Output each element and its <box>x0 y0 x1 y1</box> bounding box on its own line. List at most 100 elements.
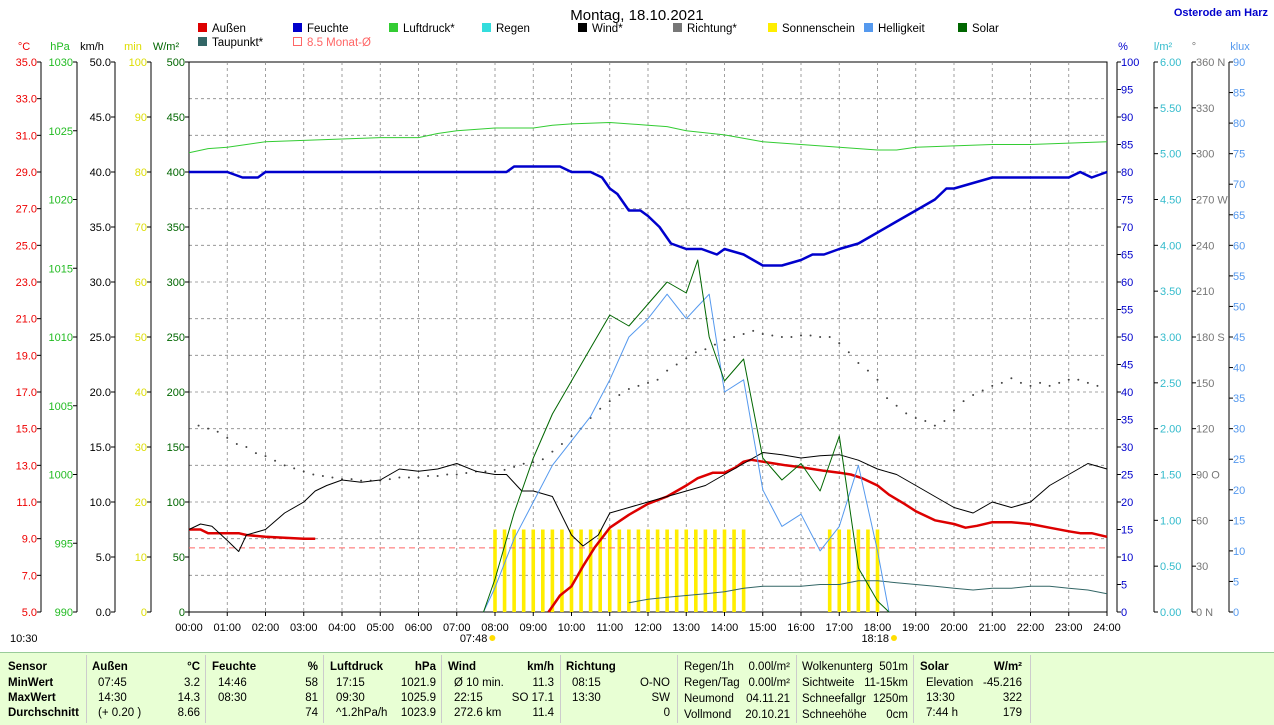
chart-plot <box>188 122 1108 613</box>
footer-value: 11.3 <box>532 677 554 689</box>
footer-value: 1021.9 <box>400 677 436 689</box>
sunshine-bar <box>732 529 736 612</box>
direction-dot <box>1039 381 1042 384</box>
x-tick-label: 20:00 <box>940 622 968 634</box>
klux-tick-label: 0 <box>1233 607 1239 619</box>
direction-dot <box>742 332 745 335</box>
percent-tick-label: 85 <box>1121 140 1133 152</box>
direction-dot <box>560 442 563 445</box>
moon-icon <box>40 636 48 640</box>
celsius-tick-label: 15.0 <box>16 424 37 436</box>
direction-dot <box>264 455 267 458</box>
celsius-tick-label: 23.0 <box>16 277 37 289</box>
footer-value: SW <box>651 692 670 704</box>
direction-dot <box>656 378 659 381</box>
footer-value: 501m <box>879 661 908 673</box>
sunshine-bar <box>588 529 593 612</box>
direction-dot <box>895 404 898 407</box>
direction-dot <box>704 348 707 351</box>
percent-tick-label: 15 <box>1121 525 1133 537</box>
sunshine-bar <box>856 529 861 612</box>
percent-tick-label: 90 <box>1121 112 1133 124</box>
percent-tick-label: 20 <box>1121 497 1133 509</box>
hpa-tick-label: 1010 <box>49 332 73 344</box>
footer-unit: W/m² <box>993 661 1022 673</box>
series-line-helligkeit <box>483 293 890 613</box>
lm2-tick-label: 0.00 <box>1160 607 1181 619</box>
wm2-tick-label: 100 <box>167 497 185 509</box>
sunshine-bar <box>837 529 842 612</box>
footer-header: Solar <box>920 661 949 673</box>
celsius-tick-label: 33.0 <box>16 94 37 106</box>
sunshine-bar <box>703 529 708 612</box>
sunshine-bar <box>866 529 870 612</box>
klux-tick-label: 5 <box>1233 576 1239 588</box>
direction-dot <box>752 329 755 332</box>
hpa-tick-label: 1015 <box>49 263 73 275</box>
sunshine-bar <box>607 529 612 612</box>
klux-tick-label: 60 <box>1233 240 1245 252</box>
x-tick-label: 22:00 <box>1017 622 1045 634</box>
footer-value: 179 <box>1002 707 1022 719</box>
footer-time: 13:30 <box>572 692 601 704</box>
lm2-tick-label: 3.50 <box>1160 286 1181 298</box>
percent-tick-label: 65 <box>1121 250 1133 262</box>
direction-dot <box>312 473 315 476</box>
direction-dot <box>551 450 554 453</box>
deg-tick-label: 30 <box>1196 561 1208 573</box>
legend-label: Wind* <box>592 23 623 35</box>
direction-dot <box>981 389 984 392</box>
percent-axis-unit: % <box>1118 41 1128 53</box>
x-tick-label: 00:00 <box>175 622 203 634</box>
direction-dot <box>886 397 889 400</box>
footer-time: 07:45 <box>98 677 127 689</box>
direction-dot <box>513 465 516 468</box>
legend-swatch <box>293 23 302 32</box>
direction-dot <box>1029 384 1032 387</box>
klux-tick-label: 15 <box>1233 515 1245 527</box>
direction-dot <box>694 351 697 354</box>
legend-swatch <box>293 37 302 46</box>
direction-dot <box>293 467 296 470</box>
footer-value: 8.66 <box>177 707 200 719</box>
kmh-tick-label: 30.0 <box>90 277 111 289</box>
legend-label: Luftdruck* <box>403 23 455 35</box>
sunshine-bar <box>531 529 536 612</box>
sunshine-bar <box>569 529 574 612</box>
direction-dot <box>350 478 353 481</box>
direction-dot <box>465 471 468 474</box>
footer-label: Elevation <box>926 677 974 689</box>
footer-time: 22:15 <box>454 692 483 704</box>
celsius-tick-label: 7.0 <box>22 570 37 582</box>
direction-dot <box>484 470 487 473</box>
direction-dot <box>522 462 525 465</box>
klux-tick-label: 45 <box>1233 332 1245 344</box>
direction-dot <box>503 468 506 471</box>
direction-dot <box>532 461 535 464</box>
footer-value: O-NO <box>639 677 670 689</box>
wm2-tick-label: 500 <box>167 57 185 69</box>
chart-title: Montag, 18.10.2021 <box>570 7 703 24</box>
percent-tick-label: 60 <box>1121 277 1133 289</box>
sunshine-bar <box>694 529 698 612</box>
x-tick-label: 06:00 <box>405 622 433 634</box>
celsius-tick-label: 13.0 <box>16 460 37 472</box>
lm2-tick-label: 2.50 <box>1160 378 1181 390</box>
footer-value: 58 <box>305 677 318 689</box>
direction-dot <box>1048 384 1051 387</box>
direction-dot <box>627 387 630 390</box>
footer-value: 20.10.21 <box>745 709 790 721</box>
wm2-tick-label: 50 <box>173 552 185 564</box>
footer-value: -45.216 <box>982 677 1022 689</box>
footer-header: Richtung <box>566 661 616 673</box>
direction-dot <box>436 475 439 478</box>
sunshine-bar <box>627 529 631 612</box>
hpa-tick-label: 1025 <box>49 126 73 138</box>
direction-dot <box>943 420 946 423</box>
x-tick-label: 18:00 <box>864 622 892 634</box>
direction-dot <box>1019 381 1022 384</box>
footer-header: Sensor <box>8 661 47 673</box>
celsius-tick-label: 29.0 <box>16 167 37 179</box>
klux-axis-unit: klux <box>1230 41 1250 53</box>
footer-label: Sichtweite <box>802 677 855 689</box>
